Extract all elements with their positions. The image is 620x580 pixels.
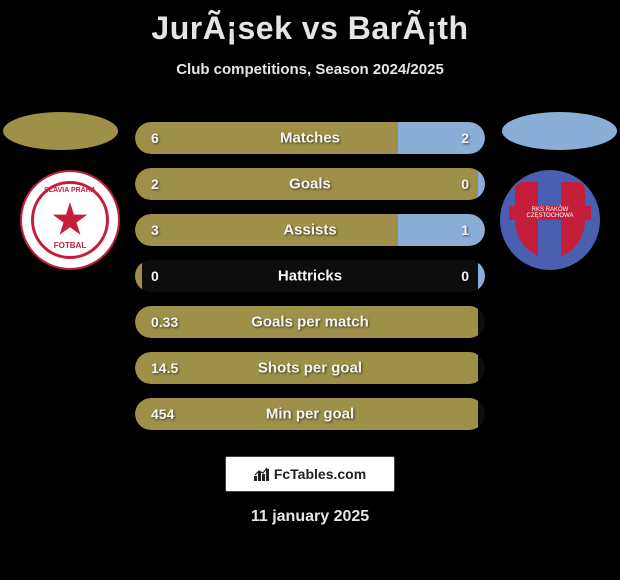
stat-row: Goals per match 0.33	[135, 306, 485, 338]
crest-rakow: RKS RAKÓW CZĘSTOCHOWA	[515, 182, 585, 258]
stat-value-player1: 0.33	[151, 314, 178, 330]
stat-value-player1: 454	[151, 406, 174, 422]
page-subtitle: Club competitions, Season 2024/2025	[0, 61, 620, 78]
stat-value-player2: 1	[461, 222, 469, 238]
stat-row: Shots per goal 14.5	[135, 352, 485, 384]
stat-value-player1: 2	[151, 176, 159, 192]
stat-label: Matches	[280, 130, 340, 147]
crest-top-text: SLAVIA PRAHA	[44, 187, 96, 194]
player2-oval	[502, 112, 617, 150]
stat-value-player1: 6	[151, 130, 159, 146]
stat-bar-player1	[135, 260, 142, 292]
stat-bar-player2	[478, 260, 485, 292]
player1-oval	[3, 112, 118, 150]
stat-label: Min per goal	[266, 406, 354, 423]
stats-bars: Matches62Goals20Assists31Hattricks00Goal…	[135, 122, 485, 444]
crest-banner-text: RKS RAKÓW CZĘSTOCHOWA	[509, 206, 591, 220]
site-badge[interactable]: FcTables.com	[225, 456, 395, 492]
stat-value-player1: 0	[151, 268, 159, 284]
stat-row: Matches 6 2	[135, 122, 485, 154]
stat-label: Goals	[289, 176, 331, 193]
crest-star-icon	[52, 202, 88, 238]
stat-row: Hattricks 0 0	[135, 260, 485, 292]
stat-value-player1: 3	[151, 222, 159, 238]
stat-label: Assists	[283, 222, 336, 239]
stat-value-player2: 0	[461, 176, 469, 192]
stat-label: Shots per goal	[258, 360, 362, 377]
stat-bar-player2	[478, 168, 485, 200]
page-title: JurÃ¡sek vs BarÃ¡th	[0, 0, 620, 47]
stat-value-player2: 2	[461, 130, 469, 146]
stat-row: Assists 3 1	[135, 214, 485, 246]
stat-row: Min per goal 454	[135, 398, 485, 430]
player1-crest: SLAVIA PRAHA FOTBAL	[20, 170, 120, 270]
stat-bar-player1	[135, 214, 398, 246]
crest-bottom-text: FOTBAL	[54, 241, 86, 250]
site-name: FcTables.com	[274, 466, 366, 482]
stat-bar-player1	[135, 122, 398, 154]
chart-icon	[254, 467, 270, 481]
stat-row: Goals 2 0	[135, 168, 485, 200]
footer-date: 11 january 2025	[251, 508, 369, 526]
stat-bar-player2	[398, 122, 486, 154]
stat-label: Hattricks	[278, 268, 342, 285]
player2-crest: RKS RAKÓW CZĘSTOCHOWA	[500, 170, 600, 270]
stat-value-player2: 0	[461, 268, 469, 284]
stat-bar-player2	[398, 214, 486, 246]
stat-value-player1: 14.5	[151, 360, 178, 376]
stat-label: Goals per match	[251, 314, 369, 331]
crest-slavia: SLAVIA PRAHA FOTBAL	[31, 181, 109, 259]
